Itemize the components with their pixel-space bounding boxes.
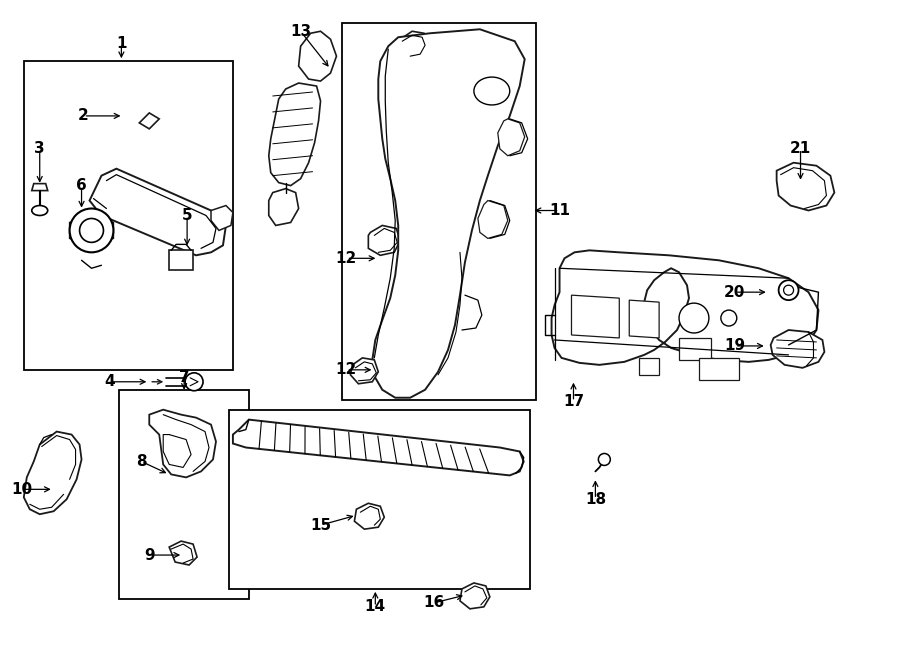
Text: 11: 11	[549, 203, 570, 218]
Polygon shape	[211, 205, 233, 230]
Text: 12: 12	[336, 251, 357, 266]
Polygon shape	[169, 541, 197, 565]
Text: 15: 15	[310, 518, 331, 533]
Bar	[343, 23, 536, 400]
Ellipse shape	[79, 218, 104, 242]
Ellipse shape	[778, 280, 798, 300]
Text: 4: 4	[104, 374, 114, 389]
Polygon shape	[299, 31, 337, 81]
Polygon shape	[398, 31, 428, 59]
Polygon shape	[478, 201, 508, 238]
Polygon shape	[368, 226, 400, 256]
Polygon shape	[89, 169, 226, 256]
Text: 12: 12	[336, 362, 357, 377]
Text: 10: 10	[11, 482, 32, 497]
Polygon shape	[23, 432, 82, 514]
Polygon shape	[102, 218, 113, 242]
Polygon shape	[460, 583, 490, 609]
Polygon shape	[699, 358, 739, 380]
Polygon shape	[777, 163, 834, 211]
Polygon shape	[169, 250, 194, 270]
Bar	[229, 410, 530, 589]
Text: 17: 17	[562, 394, 584, 409]
Text: 8: 8	[136, 454, 147, 469]
Polygon shape	[32, 183, 48, 191]
Text: 3: 3	[34, 141, 45, 156]
Text: 20: 20	[724, 285, 745, 300]
Text: 1: 1	[116, 36, 127, 51]
Polygon shape	[770, 330, 824, 368]
Polygon shape	[639, 358, 659, 375]
Text: 5: 5	[182, 208, 193, 223]
Polygon shape	[350, 358, 378, 384]
Ellipse shape	[598, 453, 610, 465]
Bar	[23, 61, 233, 370]
Polygon shape	[140, 113, 159, 129]
Bar	[120, 390, 248, 599]
Polygon shape	[498, 119, 525, 156]
Text: 2: 2	[78, 109, 89, 123]
Polygon shape	[679, 338, 711, 360]
Polygon shape	[572, 295, 619, 338]
Text: 16: 16	[423, 595, 445, 610]
Text: 18: 18	[585, 492, 606, 507]
Text: 19: 19	[724, 338, 745, 354]
Text: 13: 13	[290, 24, 311, 39]
Ellipse shape	[185, 373, 203, 391]
Polygon shape	[552, 250, 818, 365]
Polygon shape	[69, 218, 82, 242]
Ellipse shape	[69, 209, 113, 252]
Polygon shape	[269, 83, 320, 185]
Text: 7: 7	[179, 370, 189, 385]
Ellipse shape	[784, 285, 794, 295]
Ellipse shape	[721, 310, 737, 326]
Text: 14: 14	[364, 599, 386, 614]
Text: 9: 9	[144, 547, 155, 563]
Polygon shape	[233, 420, 524, 475]
Ellipse shape	[474, 77, 509, 105]
Text: 21: 21	[790, 141, 811, 156]
Text: 6: 6	[76, 178, 87, 193]
Ellipse shape	[679, 303, 709, 333]
Polygon shape	[149, 410, 216, 477]
Polygon shape	[355, 503, 384, 529]
Ellipse shape	[32, 205, 48, 216]
Polygon shape	[269, 189, 299, 226]
Polygon shape	[373, 29, 525, 398]
Polygon shape	[629, 300, 659, 338]
